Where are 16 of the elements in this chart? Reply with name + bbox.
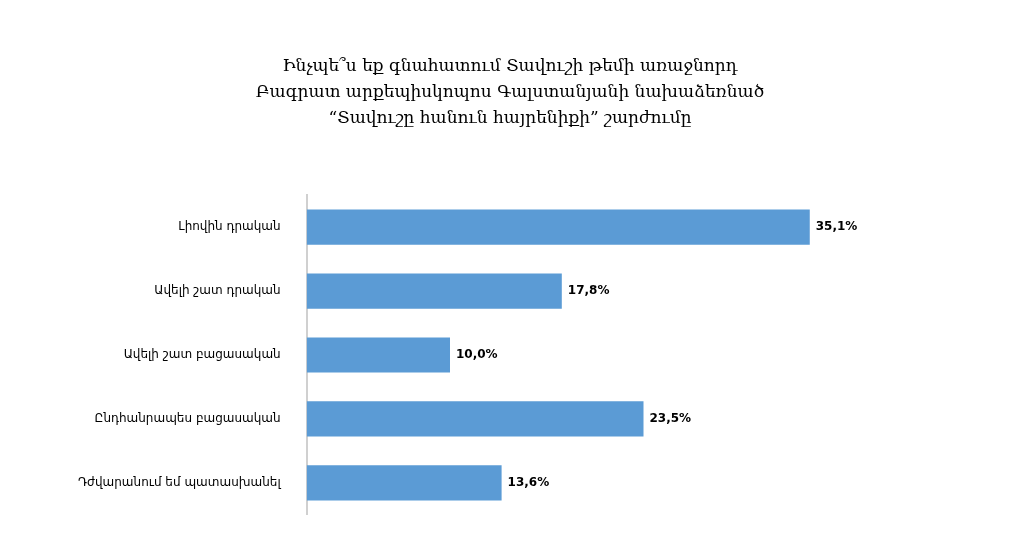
y-tick-label: Ավելի շատ բացասական bbox=[123, 347, 281, 362]
bar bbox=[306, 209, 810, 245]
data-label: 17,8% bbox=[567, 283, 610, 298]
bar bbox=[306, 401, 644, 437]
y-tick-label: Ընդհանրապես բացասական bbox=[94, 411, 281, 426]
y-tick-label: Դժվարանում եմ պատասխանել bbox=[78, 474, 282, 489]
y-tick-label: Ավելի շատ դրական bbox=[154, 283, 281, 298]
y-tick-label: Լիովին դրական bbox=[178, 219, 281, 234]
bar bbox=[306, 465, 502, 501]
data-label: 23,5% bbox=[649, 411, 692, 426]
bar bbox=[306, 273, 562, 309]
data-label: 35,1% bbox=[815, 219, 858, 234]
bar bbox=[306, 337, 450, 373]
data-label: 10,0% bbox=[456, 347, 498, 362]
chart-title: Ինչպե՞ս եք գնահատում Տավուշի թեմի առաջնորդ Բագրատ արքեպիսկոպոս Գալստանյանի նախաձեռնած “Տավուշը հանուն հայրենիքի” շարժումը bbox=[254, 54, 766, 129]
data-label: 13,6% bbox=[507, 474, 550, 489]
